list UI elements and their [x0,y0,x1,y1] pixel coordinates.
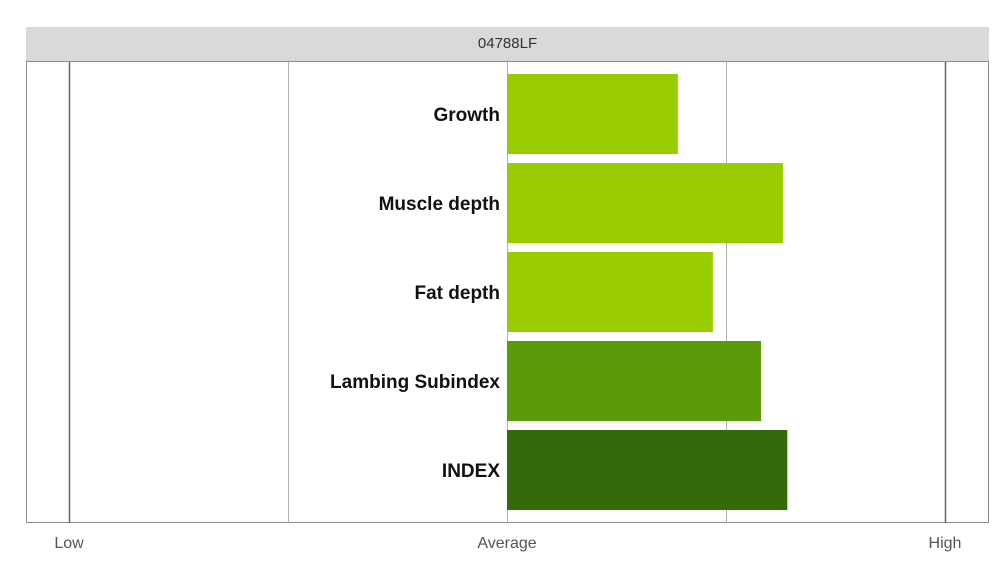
bar-lambing-subindex [507,341,762,421]
category-label: Growth [434,105,501,126]
x-tick-label: Low [54,535,84,552]
category-label: Muscle depth [379,194,500,215]
x-tick-label: High [929,535,962,552]
category-label: Lambing Subindex [330,372,500,393]
bar-fat-depth [507,252,713,332]
category-label: INDEX [442,461,500,482]
bar-muscle-depth [507,163,783,243]
x-tick-label: Average [477,535,536,552]
bar-index [507,430,788,510]
chart-title: 04788LF [26,27,989,61]
bar-growth [507,74,678,154]
category-label: Fat depth [415,283,501,304]
